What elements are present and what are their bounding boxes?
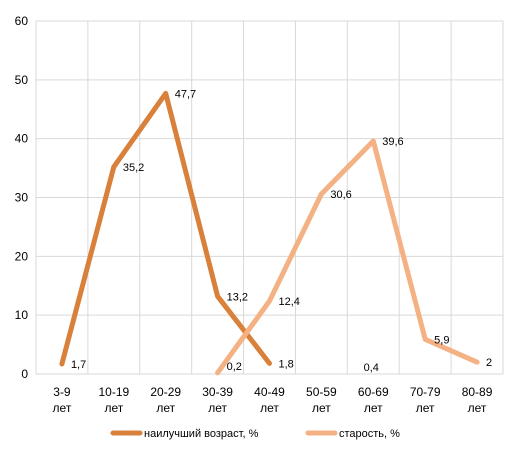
data-label: 5,9: [434, 334, 449, 346]
x-tick-label: лет: [208, 401, 227, 415]
data-label: 13,2: [227, 291, 248, 303]
x-tick-label: 20-29: [150, 385, 181, 399]
data-label: 47,7: [175, 88, 196, 100]
y-tick-label: 60: [15, 14, 29, 28]
data-label: 30,6: [330, 189, 351, 201]
x-tick-label: лет: [416, 401, 435, 415]
x-tick-label: 80-89: [462, 385, 493, 399]
series-lines: [59, 90, 480, 376]
y-tick-label: 30: [15, 191, 29, 205]
y-tick-label: 20: [15, 249, 29, 263]
x-tick-label: 60-69: [358, 385, 389, 399]
legend-label-1: наилучший возраст, %: [144, 428, 259, 440]
x-tick-label: лет: [312, 401, 331, 415]
x-tick-label: лет: [468, 401, 487, 415]
y-tick-label: 10: [15, 308, 29, 322]
x-tick-label: лет: [364, 401, 383, 415]
data-label: 1,7: [71, 359, 86, 371]
x-tick-label: лет: [53, 401, 72, 415]
y-tick-label: 0: [21, 367, 28, 381]
y-tick-label: 40: [15, 132, 29, 146]
x-axis-ticks: 3-9 лет 10-19 лет 20-29 лет 30-39 лет 40-49 лет 50…: [53, 385, 493, 415]
x-tick-label: 10-19: [98, 385, 129, 399]
chart-grid: [35, 20, 504, 375]
data-label: 35,2: [123, 162, 144, 174]
x-tick-label: лет: [260, 401, 279, 415]
x-tick-label: лет: [156, 401, 175, 415]
data-label: 39,6: [382, 136, 403, 148]
series-line-1: [59, 90, 272, 367]
series-line-2: [215, 138, 480, 376]
x-tick-label: 70-79: [410, 385, 441, 399]
data-label-extra: 0,4: [364, 362, 379, 374]
x-tick-label: 30-39: [202, 385, 233, 399]
y-axis-ticks: 0 10 20 30 40 50 60: [15, 14, 29, 381]
data-label: 1,8: [279, 358, 294, 370]
data-labels: 1,7 35,2 47,7 13,2 1,8 0,2 12,4 30,6 39,6 5,9 2 0,4: [71, 88, 492, 374]
chart-legend: наилучший возраст, % старость, %: [110, 428, 400, 440]
x-tick-label: 40-49: [254, 385, 285, 399]
data-label: 12,4: [279, 296, 300, 308]
y-tick-label: 50: [15, 73, 29, 87]
legend-label-2: старость, %: [339, 428, 400, 440]
x-tick-label: 3-9: [53, 385, 71, 399]
data-label: 2: [486, 357, 492, 369]
x-tick-label: 50-59: [306, 385, 337, 399]
x-tick-label: лет: [104, 401, 123, 415]
data-label: 0,2: [227, 361, 242, 373]
